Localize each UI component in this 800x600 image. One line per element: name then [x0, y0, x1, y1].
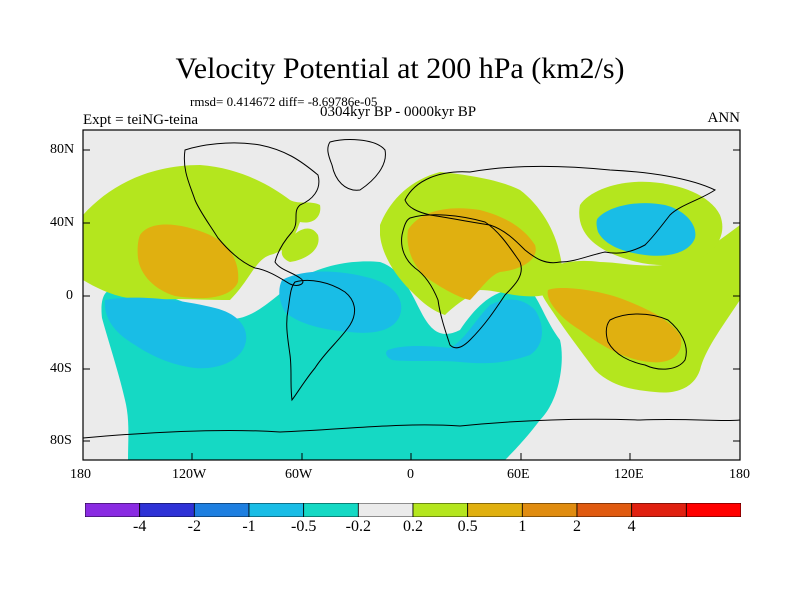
colorbar-swatch — [412, 503, 469, 517]
colorbar-swatch — [357, 503, 414, 517]
lon-tick-marks — [82, 453, 741, 460]
colorbar-label: 4 — [627, 518, 636, 535]
north-america-coast — [183, 142, 320, 286]
australia-coast — [605, 313, 687, 370]
plot-title: Velocity Potential at 200 hPa (km2/s) — [175, 52, 625, 85]
colorbar-label: 0.5 — [457, 518, 478, 535]
south-america-coast — [286, 279, 356, 402]
colorbar-label: 2 — [573, 518, 581, 535]
experiment-label: Expt = teiNG-teina — [83, 112, 199, 128]
contour-fields — [83, 130, 740, 460]
colorbar-label: -0.2 — [345, 518, 371, 535]
colorbar-label: -1 — [242, 518, 256, 535]
colorbar-swatch — [193, 503, 250, 517]
lon-label-180e: 180 — [729, 467, 750, 482]
south-pacific-trough — [104, 297, 247, 369]
lat-label-80n: 80N — [50, 142, 75, 157]
period-label: 0304kyr BP - 0000kyr BP — [320, 104, 477, 120]
eurasia-coast — [404, 165, 717, 264]
greenland-coast — [327, 139, 386, 191]
colorbar-swatch — [685, 503, 741, 517]
colorbar-label: -2 — [187, 518, 201, 535]
colorbar-swatch — [248, 503, 305, 517]
lon-label-120w: 120W — [172, 467, 207, 482]
colorbar-swatch — [576, 503, 633, 517]
south-america-trough — [279, 271, 402, 333]
colorbar-label: -4 — [132, 518, 147, 535]
colorbar-swatch — [139, 503, 195, 517]
lat-label-0: 0 — [66, 288, 73, 303]
lon-label-0: 0 — [407, 467, 414, 482]
stats-text: rmsd= 0.414672 diff= -8.69786e-05 — [190, 94, 378, 109]
south-indian-trough — [386, 299, 542, 364]
colorbar-label: 0.2 — [403, 518, 423, 535]
coastlines — [83, 139, 740, 439]
colorbar-swatch — [303, 503, 359, 517]
northwest-pacific-trough — [596, 203, 696, 256]
northeast-pacific-peak — [137, 224, 239, 299]
colorbar-label: 1 — [518, 518, 527, 535]
lon-label-180w: 180 — [70, 467, 91, 482]
lat-label-40n: 40N — [50, 215, 75, 230]
lon-label-60e: 60E — [507, 467, 530, 482]
lat-label-80s: 80S — [50, 433, 72, 448]
colorbar — [85, 503, 741, 517]
lon-label-60w: 60W — [285, 467, 313, 482]
lat-tick-marks — [83, 149, 740, 442]
africa-coast — [401, 214, 522, 349]
colorbar-swatch — [631, 503, 687, 517]
australia-peak — [547, 288, 682, 363]
lon-label-120e: 120E — [614, 467, 644, 482]
southern-negative-region — [101, 261, 562, 460]
colorbar-label: -0.5 — [290, 518, 317, 535]
colorbar-swatch — [85, 503, 141, 517]
lat-label-40s: 40S — [50, 361, 72, 376]
antarctica-coast — [83, 418, 740, 439]
colorbar-swatch — [467, 503, 523, 517]
colorbar-swatch — [521, 503, 578, 517]
gulf-positive-region — [281, 228, 319, 262]
season-label: ANN — [707, 110, 741, 126]
